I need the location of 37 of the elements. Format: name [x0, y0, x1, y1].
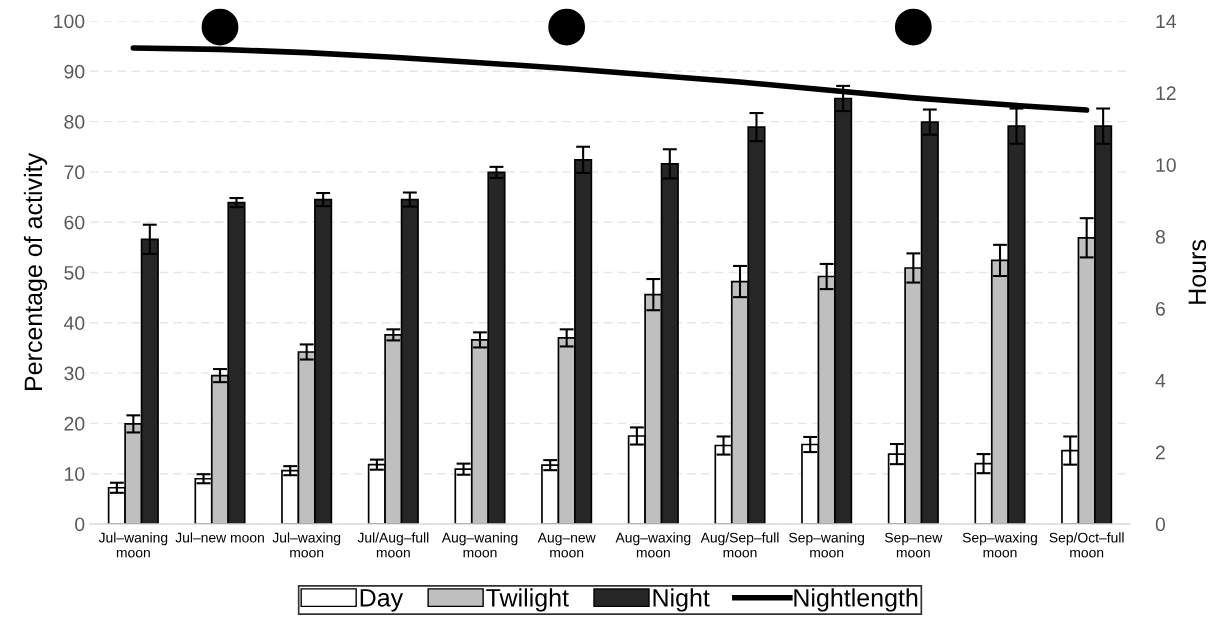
legend-label: Day — [360, 589, 404, 612]
y-tick-label: 30 — [64, 366, 85, 381]
y-tick-label: 70 — [64, 165, 85, 180]
y-axis-title: Percentage of activity — [23, 153, 48, 390]
y2-tick-label: 6 — [1155, 301, 1165, 316]
y-tick-label: 60 — [64, 215, 85, 230]
y-tick-label: 10 — [65, 467, 85, 481]
y-tick-label: 90 — [64, 64, 85, 79]
y-tick-label: 100 — [54, 14, 85, 29]
y2-tick-label: 2 — [1155, 445, 1165, 460]
y-tick-label: 0 — [75, 517, 85, 532]
x-tick-label: Aug/Sep–full moon — [700, 532, 779, 558]
y-tick-label: 20 — [64, 416, 85, 431]
y2-tick-label: 12 — [1156, 86, 1176, 100]
y2-tick-label: 8 — [1155, 230, 1165, 244]
y2-tick-label: 4 — [1155, 373, 1166, 388]
y2-tick-label: 10 — [1156, 158, 1176, 172]
legend-label: Twilight — [486, 588, 569, 612]
legend-label: Night — [653, 588, 710, 612]
y2-axis-title: Hours — [1188, 240, 1207, 304]
x-tick-label: Sep/Oct–full moon — [1049, 532, 1124, 558]
legend-label: Nightlength — [794, 588, 918, 612]
y2-tick-label: 14 — [1156, 14, 1177, 29]
x-tick-label: Sep–waning moon — [789, 532, 864, 558]
y2-tick-label: 0 — [1155, 517, 1166, 532]
x-tick-label: Jul–waning moon — [98, 532, 168, 558]
x-tick-label: Aug–waning moon — [441, 532, 518, 558]
x-tick-label: Aug–waxing moon — [615, 532, 691, 558]
x-tick-label: Sep–waxing moon — [962, 532, 1037, 558]
y-tick-label: 40 — [63, 316, 85, 331]
y-tick-label: 50 — [64, 265, 85, 280]
x-tick-label: Jul–new moon — [175, 532, 264, 543]
x-tick-label: Jul/Aug–full moon — [357, 532, 429, 558]
y-tick-label: 80 — [64, 115, 85, 129]
x-tick-label: Aug–new moon — [537, 532, 596, 558]
x-tick-label: Jul–waxing moon — [272, 532, 341, 558]
x-tick-label: Sep–new moon — [885, 532, 943, 558]
